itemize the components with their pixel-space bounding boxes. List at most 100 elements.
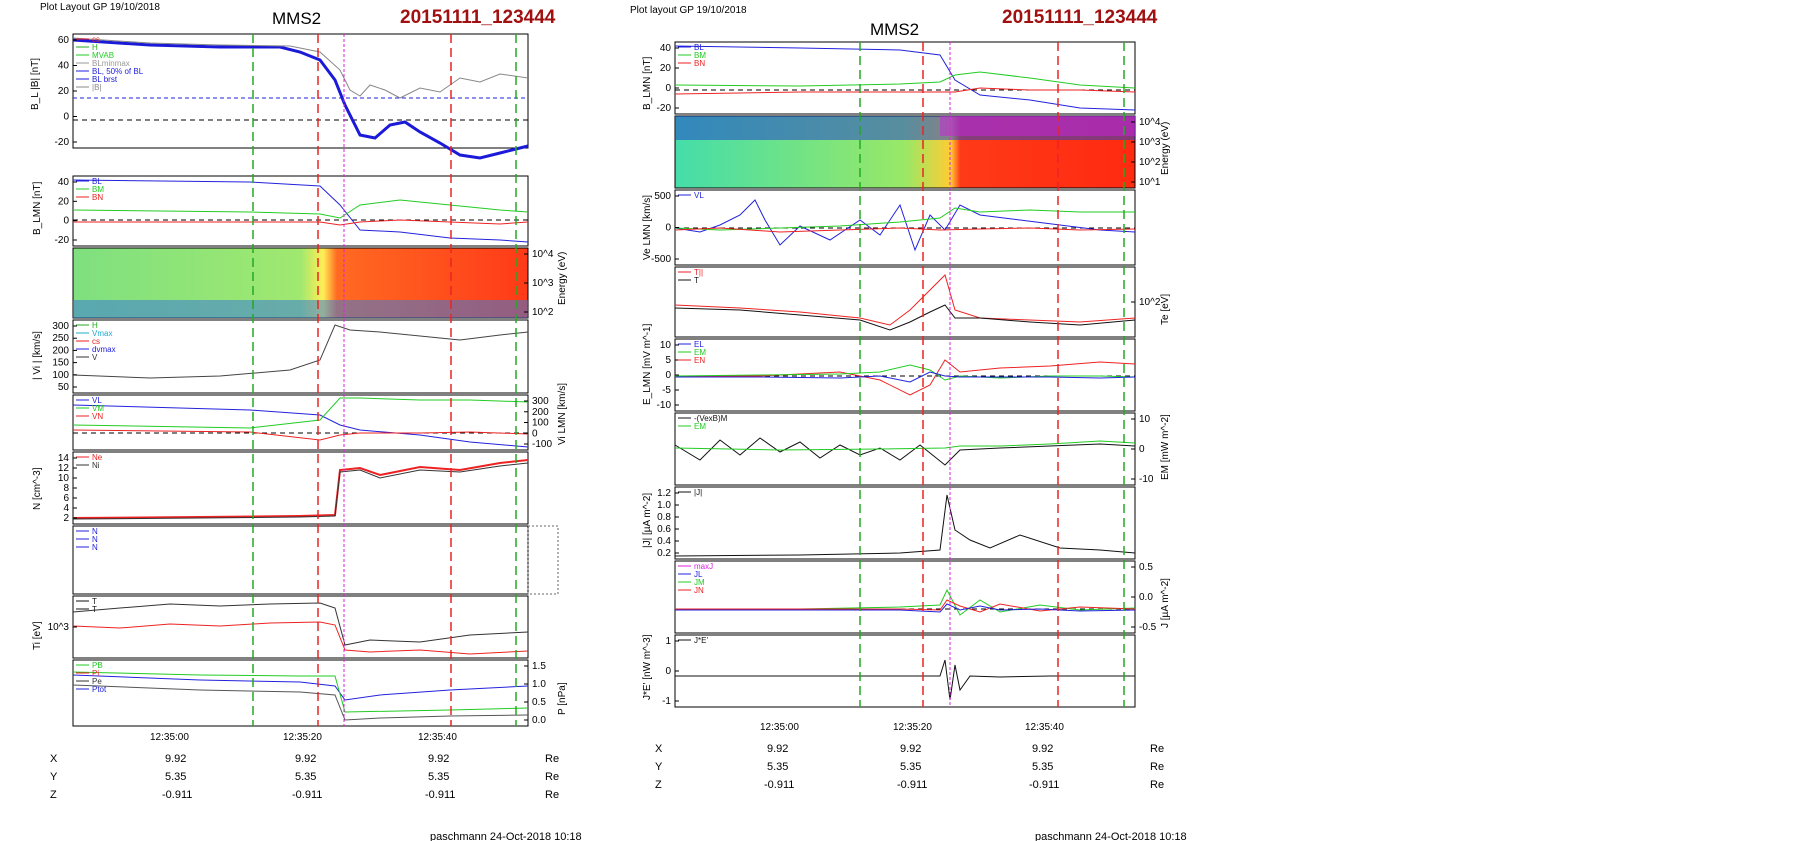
eph-x-value: 9.92 [1032, 743, 1053, 755]
ylabel-left-blmn: B_LMN [nT] [32, 181, 43, 235]
eph-z-unit: Re [545, 789, 559, 801]
ylabel-left-vi: | Vi | [km/s] [32, 331, 43, 380]
y-tick-label: -20 [55, 235, 70, 246]
y-tick-label: 500 [654, 191, 671, 202]
y-tick-label: -1 [662, 696, 671, 707]
y-tick-label: -0.5 [1139, 622, 1157, 633]
bl-brst-line [72, 38, 529, 160]
y-tick-label: 100 [52, 370, 69, 381]
y-tick-label: 0 [665, 370, 671, 381]
eph-z-label: Z [655, 779, 662, 791]
y-tick-label: 0.4 [657, 536, 671, 547]
eph-y-value: 5.35 [1032, 761, 1053, 773]
legend-label: V [92, 353, 98, 362]
pb-line [72, 671, 529, 713]
ylabel-right-jlmn: J [µA m^-2] [1160, 578, 1171, 628]
footer-right: paschmann 24-Oct-2018 10:18 [1035, 831, 1187, 841]
y-tick-label: -5 [662, 385, 671, 396]
y-tick-label: -500 [651, 254, 671, 265]
panel-left-blmn [72, 175, 529, 247]
y-tick-label: 2 [63, 513, 69, 524]
legend-label: maxJ [694, 562, 713, 571]
vi-line [72, 324, 529, 379]
ti-perp-line [72, 602, 529, 646]
ylabel-left-bl: B_L |B| [nT] [30, 58, 41, 110]
legend-label: JL [694, 570, 703, 579]
vm-line [72, 397, 529, 429]
legend-label: T [92, 605, 97, 614]
legend-label: BN [92, 193, 103, 202]
y-tick-label: 10^3 [1139, 137, 1161, 148]
vexb-line [674, 437, 1136, 466]
y-tick-label: 1.5 [532, 661, 546, 672]
panel-right-jlmn [674, 560, 1136, 634]
legend-label: PB [92, 661, 103, 670]
legend-label: |B| [92, 83, 102, 92]
y-tick-label: 10 [58, 473, 70, 484]
y-tick-label: -20 [55, 137, 70, 148]
y-tick-label: -20 [657, 103, 672, 114]
eph-y-value: 5.35 [900, 761, 921, 773]
y-tick-label: -100 [532, 439, 552, 450]
y-tick-label: 0.6 [657, 524, 671, 535]
legend-label: -(VexB)M [694, 414, 728, 423]
legend-label: BM [92, 185, 104, 194]
legend-label: dvmax [92, 345, 116, 354]
legend-label: T [92, 597, 97, 606]
ylabel-right-energy: Energy (eV) [1160, 122, 1171, 175]
eph-z-value: -0.911 [425, 789, 455, 801]
eph-x-value: 9.92 [767, 743, 788, 755]
eph-z-value: -0.911 [1029, 779, 1059, 791]
y-tick-label: 0 [665, 666, 671, 677]
legend-label: VL [694, 191, 704, 200]
ylabel-left-p: P [nPa] [557, 682, 568, 715]
y-tick-label: 0.5 [532, 697, 546, 708]
y-tick-label: -10 [1139, 474, 1154, 485]
ylabel-right-em: EM [mW m^-2] [1160, 414, 1171, 480]
j-line [674, 494, 1136, 557]
legend-label: JM [694, 578, 705, 587]
legend-label: VM [92, 404, 104, 413]
te-par-line [674, 274, 1136, 326]
ephemeris-right: X 9.92 9.92 9.92 Re Y 5.35 5.35 5.35 Re … [655, 743, 1164, 791]
legend-label: Pe [92, 677, 102, 686]
legend-label: H [92, 43, 98, 52]
spacecraft-title-right: MMS2 [870, 20, 919, 39]
eph-y-label: Y [655, 761, 663, 773]
legend-label: JN [694, 586, 704, 595]
y-tick-label: 0.5 [1139, 562, 1153, 573]
legend-label: Ni [92, 461, 100, 470]
ylabel-right-j: |J| [µA m^-2] [642, 493, 653, 548]
legend-label: BL, 50% of BL [92, 67, 144, 76]
legend-label: BN [694, 59, 705, 68]
spectrogram-magenta-band [940, 116, 1135, 136]
panel-left-vi [72, 319, 529, 394]
y-tick-label: 300 [52, 321, 69, 332]
layout-label-left: Plot Layout GP 19/10/2018 [40, 2, 160, 13]
legend-label: MVAB [92, 51, 114, 60]
time-tick: 12:35:40 [418, 732, 457, 743]
eph-y-value: 5.35 [295, 771, 316, 783]
eph-x-label: X [50, 753, 58, 765]
ylabel-right-te: Te [eV] [1160, 294, 1171, 325]
legend-label: T|| [694, 268, 703, 277]
legend-label: cs [92, 337, 100, 346]
bm-line [674, 71, 1136, 89]
y-tick-label: 10^2 [1139, 157, 1161, 168]
legend-label: Ptot [92, 685, 107, 694]
bm-line [72, 199, 529, 219]
em-line [674, 364, 1136, 381]
ylabel-right-ve: Ve LMN [km/s] [642, 195, 653, 260]
y-tick-label: 5 [665, 355, 671, 366]
panel-right-te [674, 266, 1136, 338]
eph-y-label: Y [50, 771, 58, 783]
eph-x-value: 9.92 [428, 753, 449, 765]
y-tick-label: 10 [660, 340, 672, 351]
time-tick: 12:35:20 [893, 722, 932, 733]
ylabel-right-jdote: J*E' [nW m^-3] [642, 634, 653, 700]
spectrogram-low-band [73, 300, 528, 318]
legend-label: BL [92, 177, 102, 186]
y-tick-label: 12 [58, 463, 70, 474]
